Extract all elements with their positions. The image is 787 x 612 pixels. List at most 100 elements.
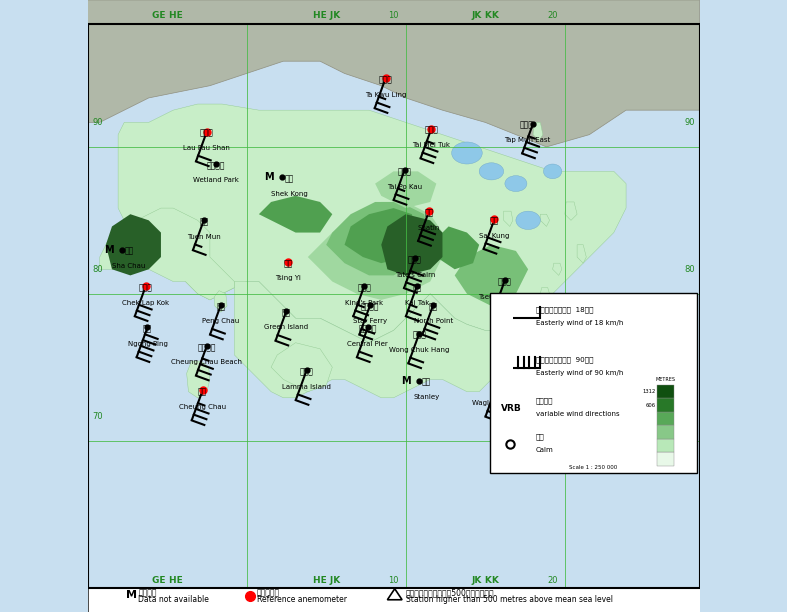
- Text: 濕地公園: 濕地公園: [207, 161, 225, 170]
- Bar: [657, 385, 674, 398]
- Polygon shape: [214, 291, 227, 312]
- Polygon shape: [381, 214, 442, 275]
- Text: Tai Mei Tuk: Tai Mei Tuk: [412, 142, 450, 148]
- Text: 流浮山: 流浮山: [200, 129, 214, 138]
- Text: 606: 606: [645, 403, 656, 408]
- Text: Green Island: Green Island: [264, 324, 309, 330]
- Bar: [657, 412, 674, 425]
- Text: 10: 10: [388, 12, 399, 20]
- Text: North Point: North Point: [414, 318, 453, 324]
- Text: Data not available: Data not available: [139, 595, 209, 604]
- Text: Reference anemometer: Reference anemometer: [257, 595, 347, 604]
- Text: Cheung Chau Beach: Cheung Chau Beach: [172, 359, 242, 365]
- Bar: [657, 425, 674, 439]
- Text: 1312: 1312: [642, 389, 656, 394]
- Text: VRB: VRB: [501, 403, 521, 412]
- Text: 風向不定: 風向不定: [536, 397, 553, 404]
- Text: Ta Kwu Ling: Ta Kwu Ling: [365, 92, 406, 98]
- Text: 80: 80: [92, 265, 103, 274]
- Text: Easterly wind of 90 km/h: Easterly wind of 90 km/h: [536, 370, 623, 376]
- Text: M: M: [104, 245, 114, 255]
- Polygon shape: [259, 196, 332, 233]
- Text: GE  HE: GE HE: [152, 576, 183, 584]
- Text: 該站位於離平均海平面500米以上的地方: 該站位於離平均海平面500米以上的地方: [406, 588, 494, 597]
- Bar: [490, 293, 697, 473]
- Text: 赤柱: 赤柱: [422, 378, 431, 387]
- Text: 黃竹坑: 黃竹坑: [412, 330, 426, 340]
- Text: JK  KK: JK KK: [471, 12, 499, 20]
- Polygon shape: [326, 202, 430, 275]
- Text: variable wind directions: variable wind directions: [536, 411, 619, 417]
- Text: 長洲泳灘: 長洲泳灘: [198, 343, 216, 352]
- Text: Wetland Park: Wetland Park: [193, 177, 239, 184]
- Text: Kai Tak: Kai Tak: [405, 300, 429, 306]
- Text: 沒有資料: 沒有資料: [139, 588, 157, 597]
- Bar: [657, 398, 674, 412]
- Text: Station higher than 500 metres above mean sea level: Station higher than 500 metres above mea…: [406, 595, 613, 604]
- Polygon shape: [375, 171, 436, 208]
- Text: HE JK: HE JK: [312, 12, 340, 20]
- Text: King's Park: King's Park: [345, 300, 383, 306]
- Text: 東風，風速每小時  90公里: 東風，風速每小時 90公里: [536, 357, 593, 364]
- Polygon shape: [436, 226, 479, 269]
- Text: 啟德: 啟德: [412, 283, 421, 293]
- Ellipse shape: [544, 164, 562, 179]
- Text: 打鼓嶺: 打鼓嶺: [379, 75, 393, 84]
- Text: 南丫岛: 南丫岛: [300, 367, 313, 376]
- Text: Peng Chau: Peng Chau: [202, 318, 239, 324]
- Polygon shape: [118, 104, 626, 343]
- Polygon shape: [577, 245, 586, 263]
- Text: Sai Kung: Sai Kung: [479, 233, 510, 239]
- Text: 90: 90: [92, 118, 103, 127]
- Polygon shape: [106, 214, 161, 275]
- Polygon shape: [504, 211, 513, 226]
- Text: GE  HE: GE HE: [152, 12, 183, 20]
- Polygon shape: [187, 361, 210, 398]
- Text: Cheung Chau: Cheung Chau: [179, 404, 226, 410]
- Text: 北角: 北角: [429, 302, 438, 311]
- Text: 屯門: 屯門: [199, 217, 209, 226]
- Text: Tseung Kwan O: Tseung Kwan O: [478, 294, 531, 300]
- Polygon shape: [308, 202, 442, 300]
- Text: Stanley: Stanley: [413, 394, 440, 400]
- Text: 20: 20: [548, 12, 558, 20]
- Text: 青衣: 青衣: [283, 259, 293, 268]
- Text: 70: 70: [684, 412, 695, 420]
- Text: 長洲: 長洲: [198, 387, 207, 397]
- Text: Wong Chuk Hang: Wong Chuk Hang: [389, 347, 449, 353]
- Text: Waglan Island: Waglan Island: [472, 400, 521, 406]
- Text: 90: 90: [684, 118, 695, 127]
- Text: 10: 10: [388, 576, 399, 584]
- Text: 石崗: 石崗: [285, 174, 294, 184]
- Text: M: M: [264, 173, 274, 182]
- Text: 將軍澳: 將軍澳: [498, 277, 512, 286]
- Polygon shape: [455, 245, 528, 306]
- Text: 昂坪: 昂坪: [143, 324, 152, 334]
- Text: Scale 1 : 250 000: Scale 1 : 250 000: [570, 465, 618, 470]
- Text: M: M: [401, 376, 412, 386]
- Text: Sha Chau: Sha Chau: [113, 263, 146, 269]
- Ellipse shape: [505, 176, 527, 192]
- Text: Tuen Mun: Tuen Mun: [187, 234, 220, 240]
- Bar: [657, 452, 674, 466]
- Text: Shek Kong: Shek Kong: [271, 191, 308, 197]
- Polygon shape: [271, 343, 332, 392]
- Text: 80: 80: [684, 265, 695, 274]
- Bar: [87, 588, 700, 612]
- Text: Tap Mun East: Tap Mun East: [504, 137, 550, 143]
- Bar: [657, 439, 674, 452]
- Text: 沙洲: 沙洲: [124, 247, 134, 256]
- Text: Star Ferry: Star Ferry: [353, 318, 387, 324]
- Ellipse shape: [479, 163, 504, 180]
- Text: JK  KK: JK KK: [471, 576, 499, 584]
- Text: 沙田: 沙田: [424, 208, 434, 217]
- Ellipse shape: [516, 211, 541, 230]
- Text: Tate's Cairn: Tate's Cairn: [395, 272, 435, 278]
- Text: METRES: METRES: [656, 377, 676, 382]
- Text: Tai Po Kau: Tai Po Kau: [387, 184, 422, 190]
- Text: 東風，風速每小時  18公里: 東風，風速每小時 18公里: [536, 307, 593, 313]
- Polygon shape: [565, 202, 577, 220]
- Text: Calm: Calm: [536, 447, 554, 453]
- Text: 西貢: 西貢: [490, 216, 499, 225]
- Text: Lau Fau Shan: Lau Fau Shan: [183, 145, 231, 151]
